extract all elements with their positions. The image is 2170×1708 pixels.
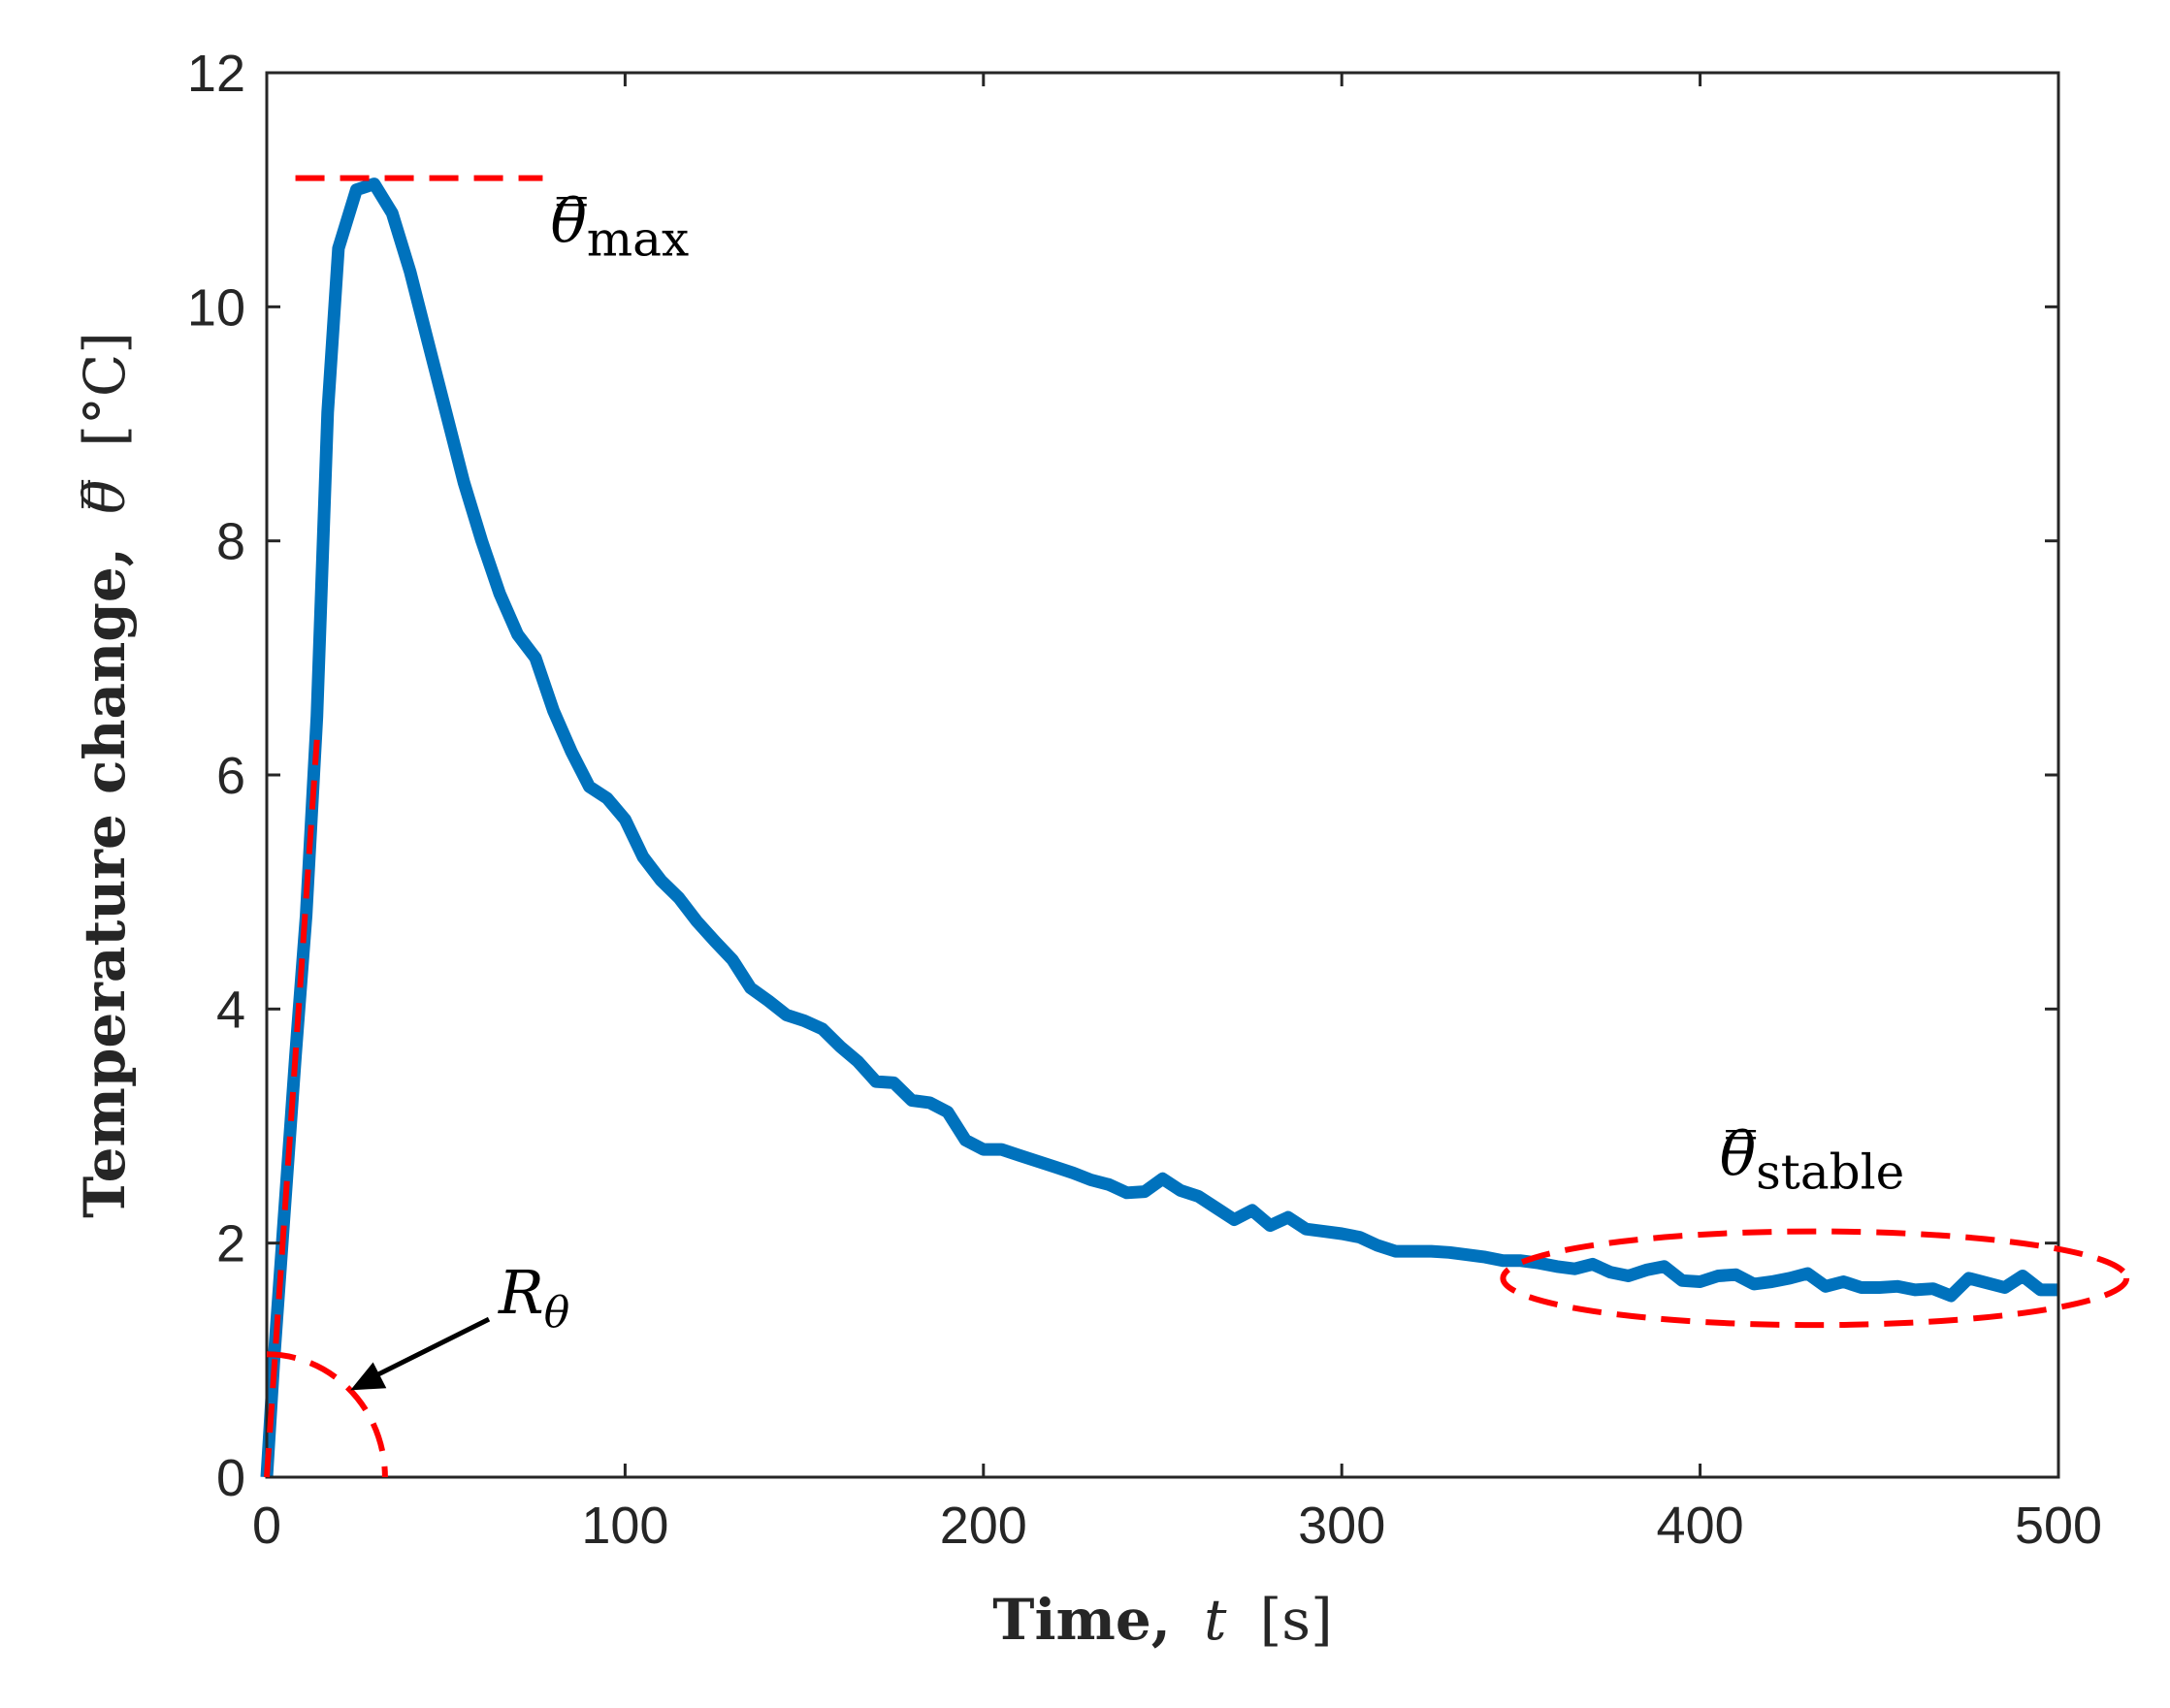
r-arrow-shaft bbox=[367, 1316, 491, 1382]
y-tick-label: 6 bbox=[216, 747, 245, 805]
x-tick-label: 400 bbox=[1657, 1497, 1744, 1555]
x-tick-label: 100 bbox=[581, 1497, 668, 1555]
y-axis-title-text: Temperature change, bbox=[72, 547, 138, 1218]
x-tick-label: 200 bbox=[940, 1497, 1027, 1555]
r-arrow-head bbox=[350, 1362, 387, 1391]
plot-layer bbox=[260, 177, 2058, 1478]
y-tick-label: 4 bbox=[216, 981, 245, 1039]
ticks-layer: 0 100 200 300 400 500 0 2 4 6 8 10 12 bbox=[187, 45, 2102, 1555]
series-line bbox=[260, 177, 2058, 1478]
x-axis-title-text: Time, bbox=[992, 1587, 1171, 1653]
y-tick-label: 2 bbox=[216, 1215, 245, 1273]
x-tick-label: 500 bbox=[2015, 1497, 2102, 1555]
y-tick-label: 10 bbox=[187, 278, 245, 337]
x-axis-title-unit: [s] bbox=[1260, 1587, 1333, 1653]
y-tick-label: 0 bbox=[216, 1449, 245, 1507]
x-axis-title: Time, t [s] bbox=[992, 1587, 1332, 1653]
y-tick-label: 8 bbox=[216, 513, 245, 571]
max-label-sub: max bbox=[587, 211, 689, 268]
stable-label: θ̿stable bbox=[1720, 1119, 1904, 1201]
stable-ellipse bbox=[1500, 1228, 2130, 1329]
x-axis-title-var: t bbox=[1204, 1587, 1227, 1653]
x-tick-label: 0 bbox=[252, 1497, 281, 1555]
x-tick-label: 300 bbox=[1298, 1497, 1385, 1555]
y-tick-label: 12 bbox=[187, 45, 245, 103]
y-axis-title-var: θ̿ bbox=[72, 480, 138, 514]
y-axis-title-unit: [°C] bbox=[72, 332, 138, 447]
slope-dashed-line bbox=[264, 739, 320, 1478]
r-label-sub: θ bbox=[544, 1288, 570, 1337]
y-axis-title: Temperature change, θ̿ [°C] bbox=[72, 332, 138, 1218]
stable-label-sub: stable bbox=[1756, 1144, 1904, 1201]
